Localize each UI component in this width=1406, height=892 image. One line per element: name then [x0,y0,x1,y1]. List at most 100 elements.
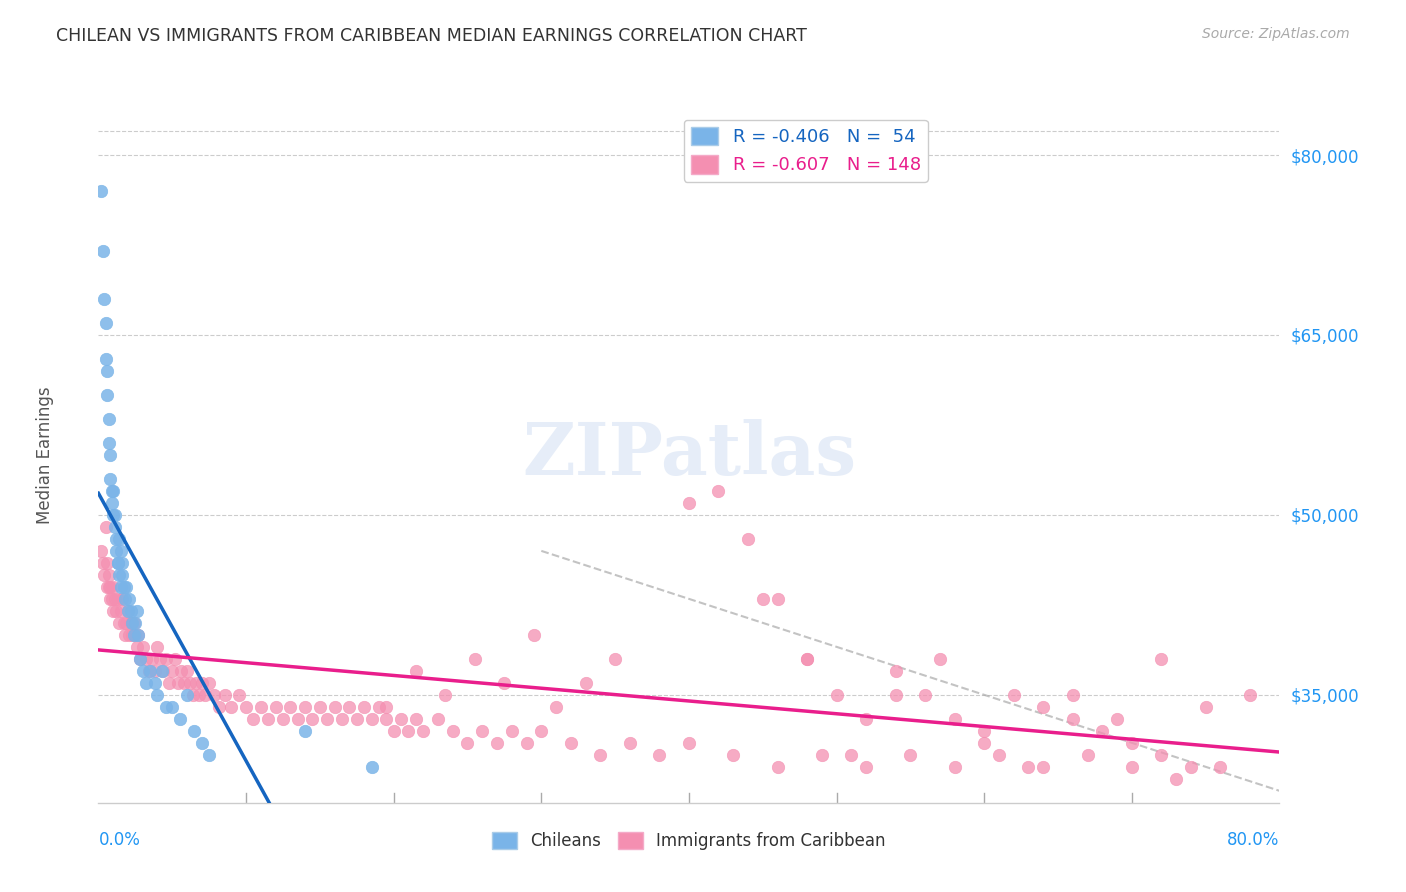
Point [1017,760,1039,774]
Point [93,567,115,582]
Point [127,628,149,642]
Point [176,688,198,702]
Point [841,747,863,762]
Point [560,736,582,750]
Point [574,676,596,690]
Point [152,664,174,678]
Point [91,556,114,570]
Point [1077,747,1099,762]
Point [900,747,922,762]
Point [118,591,141,606]
Point [107,591,129,606]
Point [125,640,148,654]
Point [1195,699,1218,714]
Point [194,688,217,702]
Point [751,591,773,606]
Point [97,580,120,594]
Point [257,712,280,726]
Point [825,688,848,702]
Point [360,760,382,774]
Point [1150,652,1173,666]
Point [219,699,242,714]
Point [198,747,221,762]
Point [118,628,141,642]
Point [117,604,139,618]
Point [135,676,157,690]
Point [456,736,478,750]
Point [1121,760,1143,774]
Point [855,712,877,726]
Point [96,556,118,570]
Point [405,664,427,678]
Point [1002,688,1025,702]
Point [170,664,193,678]
Point [93,292,115,306]
Point [114,591,136,606]
Point [108,567,131,582]
Point [112,580,135,594]
Point [235,699,257,714]
Point [605,652,627,666]
Point [1062,712,1084,726]
Point [382,723,405,738]
Point [96,580,118,594]
Text: 0.0%: 0.0% [98,830,141,848]
Point [368,699,391,714]
Point [165,652,187,666]
Point [501,723,523,738]
Point [619,736,641,750]
Point [120,604,142,618]
Point [157,676,180,690]
Point [1062,688,1084,702]
Point [114,628,136,642]
Point [855,760,877,774]
Point [122,615,145,630]
Point [98,472,121,486]
Legend: Chileans, Immigrants from Caribbean: Chileans, Immigrants from Caribbean [485,826,893,857]
Point [678,736,700,750]
Point [330,712,353,726]
Point [143,676,166,690]
Point [1121,736,1143,750]
Point [278,699,302,714]
Point [139,664,162,678]
Point [264,699,287,714]
Point [346,712,368,726]
Point [1164,772,1187,786]
Point [1032,699,1054,714]
Point [128,652,150,666]
Point [100,591,122,606]
Point [737,532,759,546]
Point [107,556,129,570]
Point [107,556,129,570]
Point [138,664,160,678]
Point [546,699,568,714]
Point [1180,760,1202,774]
Point [120,615,142,630]
Point [494,676,516,690]
Point [96,364,118,378]
Point [103,580,125,594]
Point [187,688,209,702]
Point [169,712,191,726]
Point [339,699,360,714]
Point [98,591,121,606]
Point [707,483,730,498]
Point [183,723,205,738]
Point [515,736,537,750]
Point [943,760,966,774]
Point [155,699,177,714]
Point [162,664,183,678]
Point [122,628,145,642]
Text: Source: ZipAtlas.com: Source: ZipAtlas.com [1202,27,1350,41]
Text: ZIPatlas: ZIPatlas [522,419,856,491]
Point [132,664,155,678]
Point [128,652,150,666]
Point [167,676,190,690]
Point [250,699,273,714]
Point [135,652,157,666]
Point [523,628,546,642]
Point [1091,723,1114,738]
Point [294,699,316,714]
Point [100,483,122,498]
